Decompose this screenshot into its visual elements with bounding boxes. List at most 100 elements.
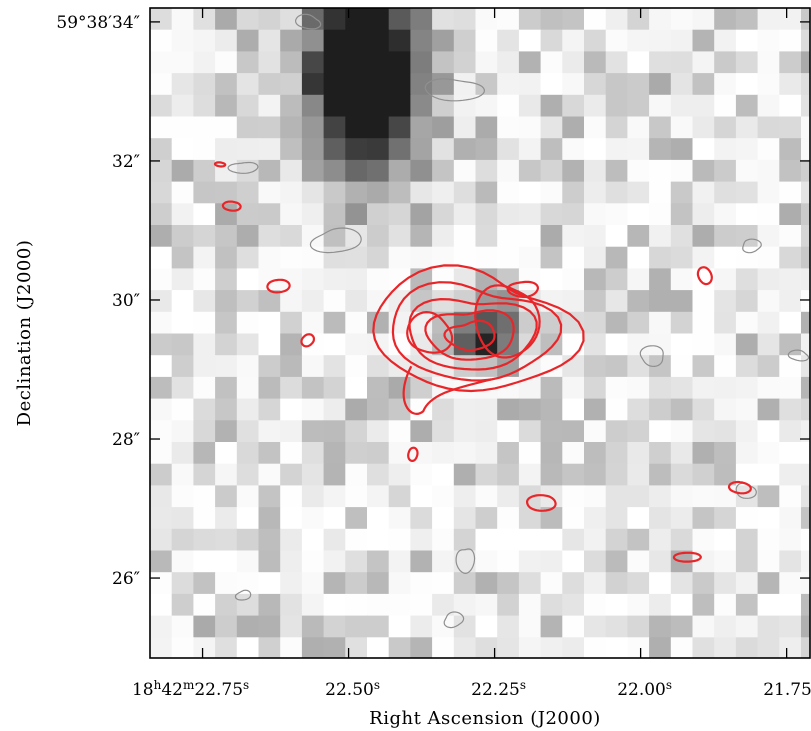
image-pixel bbox=[714, 442, 737, 465]
image-pixel bbox=[627, 659, 649, 681]
image-pixel bbox=[497, 29, 520, 52]
image-pixel bbox=[779, 246, 802, 269]
image-pixel bbox=[345, 225, 368, 248]
image-pixel bbox=[801, 29, 810, 52]
image-pixel bbox=[562, 203, 585, 226]
image-pixel bbox=[497, 463, 520, 486]
image-pixel bbox=[432, 116, 455, 139]
image-pixel bbox=[367, 29, 390, 52]
image-pixel bbox=[258, 507, 281, 530]
image-pixel bbox=[345, 51, 368, 74]
image-pixel bbox=[301, 398, 325, 421]
image-pixel bbox=[757, 398, 780, 421]
image-pixel bbox=[301, 485, 325, 508]
image-pixel bbox=[605, 528, 628, 552]
image-pixel bbox=[735, 159, 759, 183]
image-pixel bbox=[280, 463, 303, 486]
image-pixel bbox=[692, 29, 715, 52]
image-pixel bbox=[150, 181, 173, 204]
image-pixel bbox=[280, 311, 303, 335]
image-pixel bbox=[453, 507, 477, 530]
image-pixel bbox=[323, 311, 346, 335]
image-pixel bbox=[258, 290, 281, 313]
image-pixel bbox=[779, 593, 802, 617]
image-pixel bbox=[779, 420, 802, 443]
image-pixel bbox=[280, 420, 303, 443]
image-pixel bbox=[627, 593, 650, 617]
image-pixel bbox=[150, 593, 173, 617]
image-pixel bbox=[388, 442, 411, 465]
image-pixel bbox=[627, 463, 650, 486]
image-pixel bbox=[367, 485, 390, 508]
image-pixel bbox=[323, 181, 346, 204]
image-pixel bbox=[692, 463, 715, 486]
image-pixel bbox=[432, 159, 455, 183]
image-pixel bbox=[236, 593, 260, 617]
image-pixel bbox=[432, 572, 455, 595]
image-pixel bbox=[367, 376, 390, 400]
image-pixel bbox=[562, 8, 585, 31]
image-pixel bbox=[627, 225, 650, 248]
image-pixel bbox=[323, 138, 346, 161]
image-pixel bbox=[779, 8, 802, 31]
image-pixel bbox=[302, 659, 324, 681]
image-pixel bbox=[301, 290, 325, 313]
image-pixel bbox=[692, 225, 715, 248]
image-pixel bbox=[627, 550, 650, 573]
image-pixel bbox=[735, 572, 759, 595]
image-pixel bbox=[779, 615, 802, 638]
image-pixel bbox=[540, 485, 563, 508]
image-pixel bbox=[432, 8, 455, 31]
image-pixel bbox=[367, 398, 390, 421]
image-pixel bbox=[518, 203, 542, 226]
image-pixel bbox=[562, 637, 585, 658]
image-pixel bbox=[236, 94, 260, 118]
image-pixel bbox=[388, 507, 411, 530]
image-pixel bbox=[236, 225, 260, 248]
grey-contour bbox=[294, 13, 322, 30]
image-pixel bbox=[367, 550, 390, 573]
image-pixel bbox=[345, 550, 368, 573]
image-pixel bbox=[540, 268, 563, 291]
image-pixel bbox=[236, 181, 260, 204]
image-pixel bbox=[236, 8, 260, 31]
image-pixel bbox=[301, 8, 325, 31]
image-pixel bbox=[692, 290, 715, 313]
image-pixel bbox=[150, 94, 173, 118]
image-pixel bbox=[801, 572, 810, 595]
image-pixel bbox=[236, 507, 260, 530]
red-contour-level bbox=[408, 297, 538, 371]
image-pixel bbox=[280, 29, 303, 52]
image-pixel bbox=[540, 29, 563, 52]
image-pixel bbox=[280, 659, 302, 681]
image-pixel bbox=[562, 290, 585, 313]
image-pixel bbox=[714, 159, 737, 183]
image-pixel bbox=[410, 203, 433, 226]
image-pixel bbox=[605, 398, 628, 421]
image-pixel bbox=[323, 528, 346, 552]
image-pixel bbox=[453, 246, 477, 269]
red-contours bbox=[213, 161, 752, 563]
image-pixel bbox=[193, 73, 216, 96]
image-pixel bbox=[670, 225, 694, 248]
image-pixel bbox=[692, 181, 715, 204]
image-pixel bbox=[714, 73, 737, 96]
image-pixel bbox=[779, 398, 802, 421]
image-pixel bbox=[584, 138, 607, 161]
image-pixel bbox=[584, 420, 607, 443]
image-pixel bbox=[779, 507, 802, 530]
image-pixel bbox=[475, 463, 498, 486]
image-pixel bbox=[193, 442, 216, 465]
image-pixel bbox=[367, 73, 390, 96]
image-pixel bbox=[758, 659, 780, 681]
image-pixel bbox=[236, 355, 260, 378]
image-pixel bbox=[323, 463, 346, 486]
image-pixel bbox=[497, 550, 520, 573]
image-pixel bbox=[518, 463, 542, 486]
image-pixel bbox=[432, 138, 455, 161]
image-pixel bbox=[323, 94, 346, 118]
image-pixel bbox=[215, 615, 238, 638]
image-pixel bbox=[757, 507, 780, 530]
image-pixel bbox=[171, 593, 194, 617]
image-pixel bbox=[714, 463, 737, 486]
